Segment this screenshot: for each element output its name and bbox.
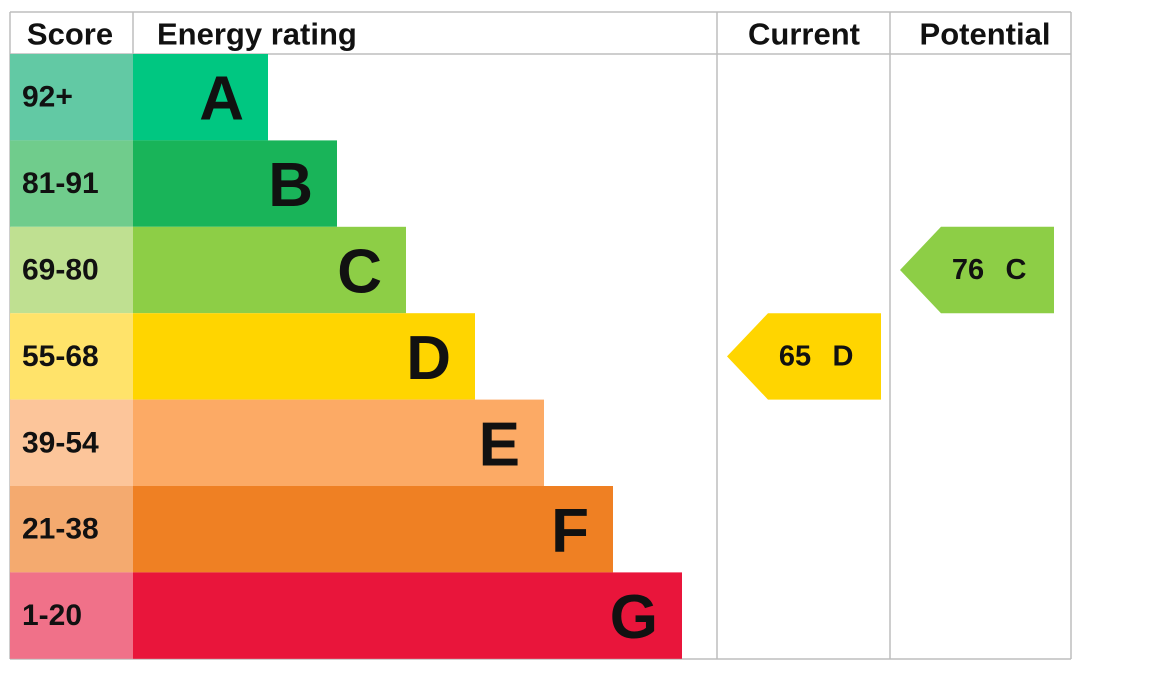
score-cell	[10, 399, 133, 486]
score-label: 92+	[22, 81, 73, 114]
rating-letter: F	[551, 497, 589, 566]
rating-letter: C	[337, 238, 382, 307]
rating-bar	[133, 313, 475, 400]
rating-letter: B	[268, 151, 313, 220]
score-cell	[10, 486, 133, 573]
score-cell	[10, 313, 133, 400]
score-label: 1-20	[22, 599, 82, 632]
header-current: Current	[748, 17, 860, 52]
header-rating: Energy rating	[157, 17, 357, 52]
score-cell	[10, 572, 133, 659]
rating-bar	[133, 572, 682, 659]
potential-value: 76	[952, 254, 984, 286]
rating-bar	[133, 226, 406, 314]
score-label: 69-80	[22, 254, 99, 287]
rating-bar	[133, 399, 544, 486]
rating-bar	[133, 486, 613, 573]
rating-letter: E	[479, 410, 520, 479]
score-cell	[10, 140, 133, 227]
potential-letter: C	[1006, 254, 1027, 286]
score-label: 81-91	[22, 167, 99, 200]
current-arrow	[727, 313, 881, 400]
rating-letter: D	[406, 324, 451, 393]
score-label: 55-68	[22, 340, 99, 373]
potential-arrow	[900, 226, 1054, 314]
score-cell	[10, 54, 133, 141]
score-label: 21-38	[22, 513, 99, 546]
header-potential: Potential	[920, 17, 1051, 52]
rating-letter: A	[199, 65, 244, 134]
current-letter: D	[833, 340, 854, 372]
rating-bar	[133, 140, 337, 227]
score-cell	[10, 226, 133, 314]
rating-bar	[133, 54, 268, 141]
current-value: 65	[779, 340, 811, 372]
rating-letter: G	[610, 583, 658, 652]
header-score: Score	[27, 17, 113, 52]
score-label: 39-54	[22, 426, 99, 459]
